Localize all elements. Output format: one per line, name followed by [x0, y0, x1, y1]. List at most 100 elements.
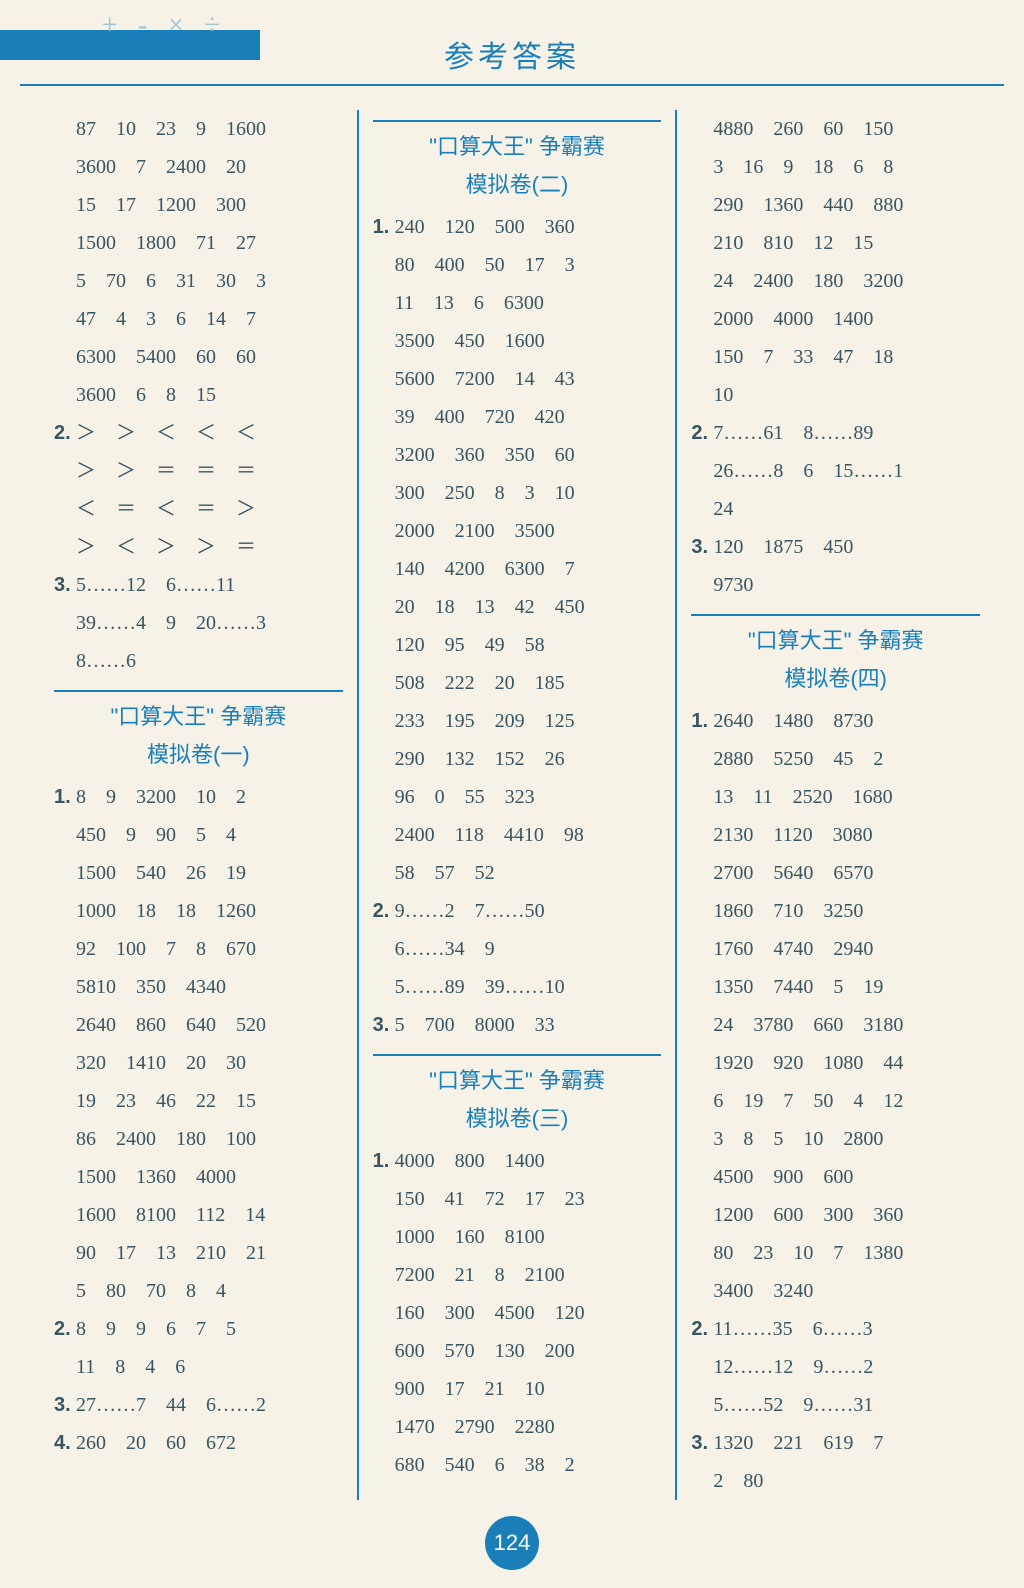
answer-line: 450 9 90 5 4	[54, 816, 343, 854]
question-2: 2.8 9 9 6 7 5	[54, 1310, 343, 1348]
answer-line: 160 300 4500 120	[373, 1294, 662, 1332]
answer-line: 90 17 13 210 21	[54, 1234, 343, 1272]
answer-text: 27……7 44 6……2	[76, 1386, 343, 1424]
answer-line: 300 250 8 3 10	[373, 474, 662, 512]
answer-line: 6300 5400 60 60	[54, 338, 343, 376]
answer-line: 1760 4740 2940	[691, 930, 980, 968]
answer-line: 6……34 9	[373, 930, 662, 968]
question-number: 3.	[373, 1006, 395, 1044]
column-3: 4880 260 60 150 3 16 9 18 6 8 290 1360 4…	[677, 110, 994, 1500]
question-number: 4.	[54, 1424, 76, 1462]
answer-line: 10	[691, 376, 980, 414]
answer-line: 20 18 13 42 450	[373, 588, 662, 626]
answer-line: 1000 160 8100	[373, 1218, 662, 1256]
section-subtitle: 模拟卷(三)	[373, 1104, 662, 1134]
answer-line: 1600 8100 112 14	[54, 1196, 343, 1234]
answer-text: 7……61 8……89	[713, 414, 980, 452]
header-divider	[20, 84, 1004, 86]
section-title: "口算大王" 争霸赛	[691, 626, 980, 656]
answer-line: 58 57 52	[373, 854, 662, 892]
answer-line: 1500 540 26 19	[54, 854, 343, 892]
question-number: 2.	[54, 414, 76, 452]
answer-line: 1500 1800 71 27	[54, 224, 343, 262]
question-2: 2.9……2 7……50	[373, 892, 662, 930]
answer-line: 600 570 130 200	[373, 1332, 662, 1370]
question-1: 1.8 9 3200 10 2	[54, 778, 343, 816]
answer-text: 11……35 6……3	[713, 1310, 980, 1348]
answer-line: 11 13 6 6300	[373, 284, 662, 322]
answer-line: 5……89 39……10	[373, 968, 662, 1006]
answer-line: 39 400 720 420	[373, 398, 662, 436]
answer-line: 80 23 10 7 1380	[691, 1234, 980, 1272]
answer-line: 508 222 20 185	[373, 664, 662, 702]
answer-line: 2000 4000 1400	[691, 300, 980, 338]
section-title: "口算大王" 争霸赛	[54, 702, 343, 732]
answer-text: 5 700 8000 33	[395, 1006, 662, 1044]
question-number: 1.	[373, 1142, 395, 1180]
answer-line: 1860 710 3250	[691, 892, 980, 930]
question-3: 3.27……7 44 6……2	[54, 1386, 343, 1424]
section-divider	[54, 690, 343, 692]
answer-line: 320 1410 20 30	[54, 1044, 343, 1082]
answer-line: 12……12 9……2	[691, 1348, 980, 1386]
section-title: "口算大王" 争霸赛	[373, 132, 662, 162]
answer-line: 5……52 9……31	[691, 1386, 980, 1424]
answer-line: 1350 7440 5 19	[691, 968, 980, 1006]
answer-line: 210 810 12 15	[691, 224, 980, 262]
answer-line: 3600 6 8 15	[54, 376, 343, 414]
question-1: 1.2640 1480 8730	[691, 702, 980, 740]
answer-text: 9……2 7……50	[395, 892, 662, 930]
question-2: 2.7……61 8……89	[691, 414, 980, 452]
question-number: 2.	[54, 1310, 76, 1348]
content-area: 87 10 23 9 1600 3600 7 2400 20 15 17 120…	[0, 90, 1024, 1560]
answer-line: ＜ ＝ ＜ ＝ ＞	[54, 490, 343, 528]
answer-line: 2 80	[691, 1462, 980, 1500]
answer-text: 8 9 9 6 7 5	[76, 1310, 343, 1348]
answer-line: 8……6	[54, 642, 343, 680]
answer-line: 92 100 7 8 670	[54, 930, 343, 968]
section-subtitle: 模拟卷(二)	[373, 170, 662, 200]
column-1: 87 10 23 9 1600 3600 7 2400 20 15 17 120…	[40, 110, 359, 1500]
question-number: 3.	[54, 566, 76, 604]
answer-line: 3 8 5 10 2800	[691, 1120, 980, 1158]
question-2: 2.＞ ＞ ＜ ＜ ＜	[54, 414, 343, 452]
question-1: 1.4000 800 1400	[373, 1142, 662, 1180]
answer-line: 680 540 6 38 2	[373, 1446, 662, 1484]
answer-line: 47 4 3 6 14 7	[54, 300, 343, 338]
question-number: 1.	[54, 778, 76, 816]
answer-line: 80 400 50 17 3	[373, 246, 662, 284]
answer-line: 13 11 2520 1680	[691, 778, 980, 816]
question-number: 1.	[691, 702, 713, 740]
answer-line: 24	[691, 490, 980, 528]
answer-text: 120 1875 450	[713, 528, 980, 566]
answer-line: 2000 2100 3500	[373, 512, 662, 550]
answer-text: 1320 221 619 7	[713, 1424, 980, 1462]
page-number: 124	[485, 1516, 539, 1570]
answer-line: 233 195 209 125	[373, 702, 662, 740]
question-1: 1.240 120 500 360	[373, 208, 662, 246]
answer-line: 2700 5640 6570	[691, 854, 980, 892]
section-divider	[373, 120, 662, 122]
answer-text: 240 120 500 360	[395, 208, 662, 246]
answer-text: 8 9 3200 10 2	[76, 778, 343, 816]
answer-line: 1920 920 1080 44	[691, 1044, 980, 1082]
answer-line: 1200 600 300 360	[691, 1196, 980, 1234]
answer-line: 3600 7 2400 20	[54, 148, 343, 186]
answer-line: 26……8 6 15……1	[691, 452, 980, 490]
answer-line: 86 2400 180 100	[54, 1120, 343, 1158]
answer-line: 1500 1360 4000	[54, 1158, 343, 1196]
answer-line: 2640 860 640 520	[54, 1006, 343, 1044]
answer-line: 2400 118 4410 98	[373, 816, 662, 854]
question-4: 4.260 20 60 672	[54, 1424, 343, 1462]
answer-text: 5……12 6……11	[76, 566, 343, 604]
answer-line: 19 23 46 22 15	[54, 1082, 343, 1120]
answer-line: 96 0 55 323	[373, 778, 662, 816]
answer-line: 140 4200 6300 7	[373, 550, 662, 588]
answer-text: 260 20 60 672	[76, 1424, 343, 1462]
section-subtitle: 模拟卷(四)	[691, 664, 980, 694]
column-2: "口算大王" 争霸赛 模拟卷(二) 1.240 120 500 360 80 4…	[359, 110, 678, 1500]
answer-line: 290 1360 440 880	[691, 186, 980, 224]
answer-line: ＞ ＜ ＞ ＞ ＝	[54, 528, 343, 566]
answer-line: 24 2400 180 3200	[691, 262, 980, 300]
section-title: "口算大王" 争霸赛	[373, 1066, 662, 1096]
